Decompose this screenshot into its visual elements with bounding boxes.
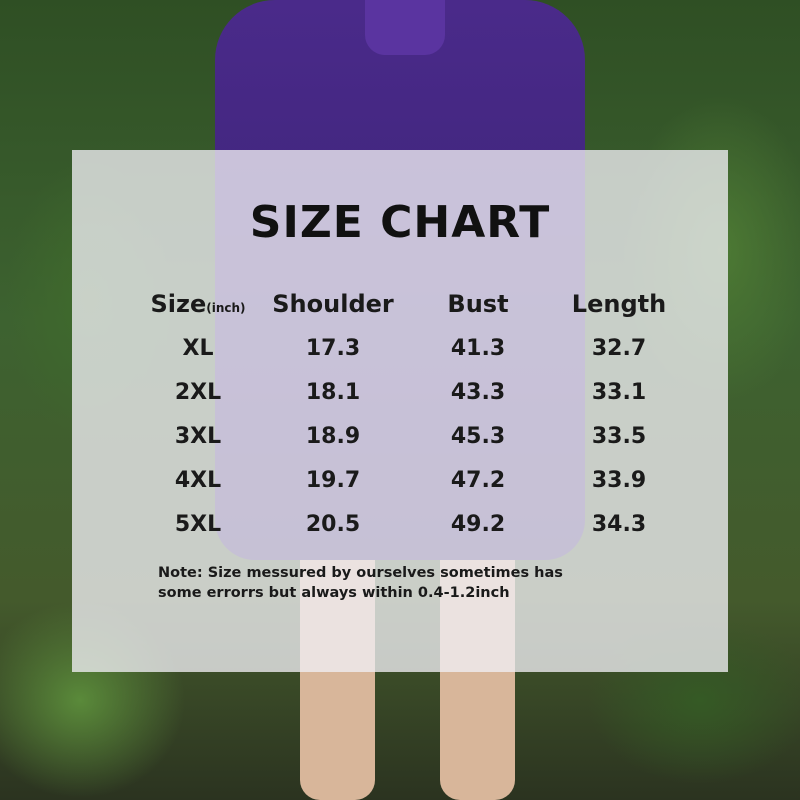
header-length: Length [571,290,667,318]
cell-length: 33.9 [591,468,647,493]
cell-length: 33.1 [591,380,647,405]
header-bust: Bust [447,290,509,318]
size-chart-title: SIZE CHART [249,197,551,248]
cell-shoulder: 17.3 [305,336,361,361]
cell-bust: 43.3 [450,380,506,405]
measurement-note: Note: Size messured by ourselves sometim… [158,563,563,603]
cell-bust: 41.3 [450,336,506,361]
header-shoulder: Shoulder [272,290,394,318]
cell-size: XL [182,336,214,361]
cell-size: 2XL [174,380,222,405]
size-chart-panel [72,150,728,672]
cell-shoulder: 18.1 [305,380,361,405]
dress-collar [365,0,445,55]
header-size: Size(inch) [150,290,246,318]
cell-length: 33.5 [591,424,647,449]
cell-shoulder: 20.5 [305,512,361,537]
cell-bust: 49.2 [450,512,506,537]
cell-length: 32.7 [591,336,647,361]
cell-size: 3XL [174,424,222,449]
cell-size: 4XL [174,468,222,493]
note-line-2: some errorrs but always within 0.4-1.2in… [158,585,510,601]
cell-bust: 45.3 [450,424,506,449]
cell-shoulder: 18.9 [305,424,361,449]
cell-size: 5XL [174,512,222,537]
note-line-1: Note: Size messured by ourselves sometim… [158,565,563,581]
cell-length: 34.3 [591,512,647,537]
cell-bust: 47.2 [450,468,506,493]
cell-shoulder: 19.7 [305,468,361,493]
